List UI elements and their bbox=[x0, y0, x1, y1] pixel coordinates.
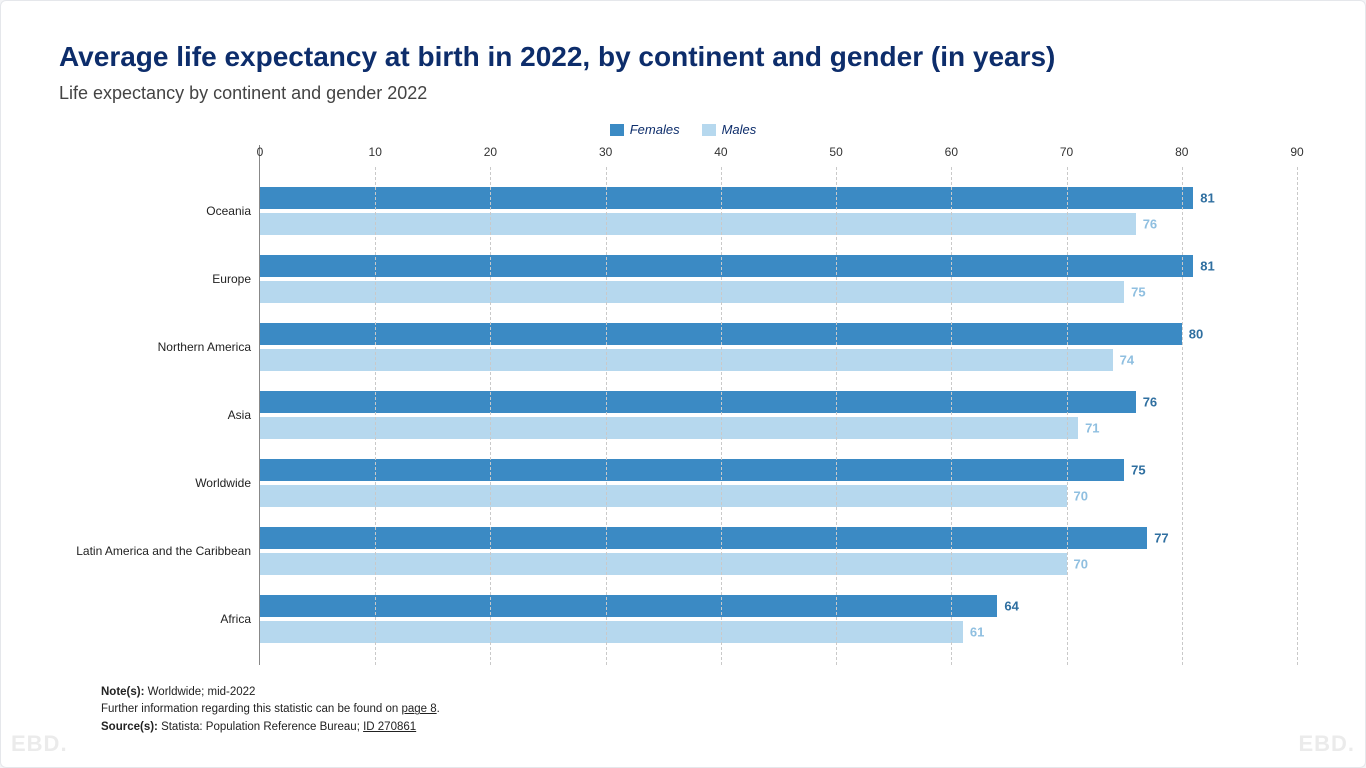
bar-value-label: 71 bbox=[1078, 421, 1099, 436]
note-text: Worldwide; mid-2022 bbox=[144, 686, 255, 698]
category-label: Northern America bbox=[61, 340, 251, 354]
bar: 74 bbox=[260, 349, 1113, 371]
bar-value-label: 76 bbox=[1136, 217, 1157, 232]
x-axis: 0102030405060708090 bbox=[260, 145, 1297, 167]
x-tick-label: 70 bbox=[1060, 145, 1073, 159]
watermark-right: EBD. bbox=[1298, 731, 1355, 757]
chart-legend: Females Males bbox=[59, 122, 1307, 137]
gridline bbox=[836, 167, 837, 665]
bar-value-label: 81 bbox=[1193, 259, 1214, 274]
note-label: Note(s): bbox=[101, 686, 144, 698]
bar-value-label: 75 bbox=[1124, 285, 1145, 300]
bar: 81 bbox=[260, 187, 1193, 209]
bar-value-label: 61 bbox=[963, 625, 984, 640]
bar-value-label: 70 bbox=[1067, 557, 1088, 572]
category-label: Asia bbox=[61, 408, 251, 422]
info-suffix: . bbox=[437, 703, 440, 715]
category-label: Africa bbox=[61, 612, 251, 626]
bar: 71 bbox=[260, 417, 1078, 439]
bar: 76 bbox=[260, 391, 1136, 413]
legend-swatch bbox=[610, 124, 624, 136]
bar-value-label: 74 bbox=[1113, 353, 1134, 368]
gridline bbox=[375, 167, 376, 665]
source-text: Statista: Population Reference Bureau; bbox=[158, 721, 363, 733]
bar-value-label: 76 bbox=[1136, 395, 1157, 410]
legend-swatch bbox=[702, 124, 716, 136]
source-link[interactable]: ID 270861 bbox=[363, 721, 416, 733]
x-tick-label: 0 bbox=[257, 145, 264, 159]
category-label: Latin America and the Caribbean bbox=[61, 544, 251, 558]
watermark-left: EBD. bbox=[11, 731, 68, 757]
x-tick-label: 80 bbox=[1175, 145, 1188, 159]
category-label: Worldwide bbox=[61, 476, 251, 490]
gridline bbox=[1182, 167, 1183, 665]
bar: 75 bbox=[260, 281, 1124, 303]
bar-value-label: 77 bbox=[1147, 531, 1168, 546]
bar-value-label: 75 bbox=[1124, 463, 1145, 478]
x-tick-label: 60 bbox=[945, 145, 958, 159]
category-label: Oceania bbox=[61, 204, 251, 218]
info-prefix: Further information regarding this stati… bbox=[101, 703, 401, 715]
chart-area: Oceania Europe Northern America Asia Worldwi… bbox=[59, 145, 1307, 665]
plot-area: 0102030405060708090 81768175807476717570… bbox=[259, 145, 1297, 665]
x-tick-label: 50 bbox=[829, 145, 842, 159]
source-label: Source(s): bbox=[101, 721, 158, 733]
bars-container: 81 76 81 75 80 74 76 71 75 70 77 70 64 61 bbox=[260, 183, 1297, 665]
info-link[interactable]: page 8 bbox=[401, 703, 436, 715]
bar: 77 bbox=[260, 527, 1147, 549]
bar: 61 bbox=[260, 621, 963, 643]
legend-item: Males bbox=[702, 122, 757, 137]
category-label: Europe bbox=[61, 272, 251, 286]
gridline bbox=[1297, 167, 1298, 665]
chart-title: Average life expectancy at birth in 2022… bbox=[59, 41, 1307, 73]
chart-subtitle: Life expectancy by continent and gender … bbox=[59, 83, 1307, 104]
gridline bbox=[1067, 167, 1068, 665]
bar: 81 bbox=[260, 255, 1193, 277]
x-tick-label: 20 bbox=[484, 145, 497, 159]
bar-value-label: 70 bbox=[1067, 489, 1088, 504]
bar-value-label: 80 bbox=[1182, 327, 1203, 342]
bar-value-label: 64 bbox=[997, 599, 1018, 614]
bar: 70 bbox=[260, 553, 1067, 575]
gridline bbox=[490, 167, 491, 665]
bar: 64 bbox=[260, 595, 997, 617]
gridline bbox=[606, 167, 607, 665]
x-tick-label: 30 bbox=[599, 145, 612, 159]
gridline bbox=[951, 167, 952, 665]
x-tick-label: 10 bbox=[369, 145, 382, 159]
x-tick-label: 40 bbox=[714, 145, 727, 159]
gridline bbox=[721, 167, 722, 665]
page-container: Average life expectancy at birth in 2022… bbox=[0, 0, 1366, 768]
legend-label: Females bbox=[630, 122, 680, 137]
bar: 76 bbox=[260, 213, 1136, 235]
legend-label: Males bbox=[722, 122, 757, 137]
bar: 75 bbox=[260, 459, 1124, 481]
chart-footer: Note(s): Worldwide; mid-2022 Further inf… bbox=[101, 684, 440, 737]
legend-item: Females bbox=[610, 122, 680, 137]
y-axis-labels: Oceania Europe Northern America Asia Worldwi… bbox=[59, 183, 259, 665]
bar: 70 bbox=[260, 485, 1067, 507]
x-tick-label: 90 bbox=[1290, 145, 1303, 159]
bar-value-label: 81 bbox=[1193, 191, 1214, 206]
